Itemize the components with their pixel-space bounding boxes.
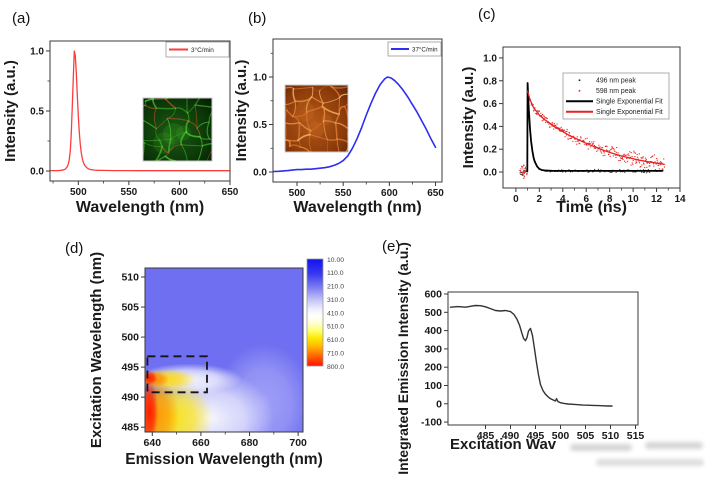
svg-text:0.4: 0.4	[483, 122, 497, 133]
svg-text:3°C/min: 3°C/min	[191, 46, 214, 54]
svg-text:200: 200	[424, 362, 442, 374]
svg-text:310.0: 310.0	[327, 297, 344, 304]
svg-text:14: 14	[674, 194, 686, 205]
panel-e-label: (e)	[382, 238, 401, 255]
svg-text:0.0: 0.0	[483, 168, 497, 179]
svg-text:300: 300	[424, 343, 442, 355]
svg-text:Intensity (a.u.): Intensity (a.u.)	[460, 67, 477, 169]
svg-text:500: 500	[424, 307, 442, 319]
svg-text:680: 680	[241, 437, 259, 449]
svg-text:510: 510	[121, 272, 139, 284]
svg-text:505: 505	[121, 302, 139, 314]
panel-c-label: (c)	[478, 6, 496, 23]
panel-e: (e) 485 490 495 500 505 510 515 -100 0 100 200 300 4…	[380, 218, 706, 487]
svg-text:610.0: 610.0	[327, 337, 344, 344]
svg-text:12: 12	[651, 194, 663, 205]
svg-text:495: 495	[527, 430, 545, 442]
emission-spectrum-chart-3c-min: 500 550 600 650 0.0 0.5 1.0 Wavelength (nm) Inte…	[2, 40, 239, 216]
svg-text:0.5: 0.5	[253, 120, 267, 131]
svg-text:650: 650	[427, 188, 444, 199]
svg-text:Single Exponential Fit: Single Exponential Fit	[596, 109, 663, 116]
svg-text:640: 640	[144, 437, 162, 449]
svg-text:2: 2	[537, 194, 543, 205]
svg-text:510: 510	[602, 430, 620, 442]
panel-a: (a) 500 550 600 650 0.0 0.5 1.0 Wavelength (nm)…	[0, 0, 242, 228]
svg-text:710.0: 710.0	[327, 350, 344, 357]
svg-text:0.2: 0.2	[483, 145, 497, 156]
svg-text:1.0: 1.0	[30, 46, 44, 57]
panel-b-label: (b)	[248, 10, 267, 27]
svg-text:650: 650	[222, 187, 239, 198]
svg-text:Single Exponential Fit: Single Exponential Fit	[596, 99, 663, 106]
svg-text:10.00: 10.00	[327, 257, 344, 264]
svg-text:500: 500	[70, 187, 87, 198]
svg-text:Excitation Wav: Excitation Wav	[450, 436, 557, 453]
watermark-smudge	[645, 442, 703, 449]
svg-text:0: 0	[513, 194, 519, 205]
svg-text:210.0: 210.0	[327, 284, 344, 291]
watermark-smudge	[570, 444, 632, 451]
svg-text:600: 600	[381, 188, 398, 199]
svg-text:496 nm peak: 496 nm peak	[596, 78, 636, 85]
svg-text:100: 100	[424, 380, 442, 392]
svg-text:410.0: 410.0	[327, 310, 344, 317]
svg-text:Intensity (a.u.): Intensity (a.u.)	[2, 60, 19, 162]
svg-text:505: 505	[577, 430, 595, 442]
svg-text:Wavelength (nm): Wavelength (nm)	[293, 199, 421, 216]
svg-text:0.8: 0.8	[483, 76, 497, 87]
svg-text:8: 8	[607, 194, 613, 205]
panel-c: (c) 0 2 4 6 8 10 12 14 0.0 0.2 0.4 0.6 0.8 1.0 Time (n…	[460, 0, 706, 228]
excitation-emission-heatmap: 10.00 110.0 210.0 310.0 410.0 510.0 610.0 710.0…	[88, 252, 344, 468]
svg-text:Integrated Emission Intensity: Integrated Emission Intensity (a.u.)	[395, 242, 411, 475]
svg-text:0.0: 0.0	[253, 168, 267, 179]
svg-text:800.0: 800.0	[327, 364, 344, 371]
svg-text:598 nm peak: 598 nm peak	[596, 88, 636, 95]
svg-text:1.0: 1.0	[253, 73, 267, 84]
fluorescence-decay-chart: 0 2 4 6 8 10 12 14 0.0 0.2 0.4 0.6 0.8 1.0 Time (ns) In…	[460, 46, 686, 216]
svg-text:0.5: 0.5	[30, 107, 44, 118]
svg-text:490: 490	[121, 392, 139, 404]
svg-text:6: 6	[583, 194, 589, 205]
panel-d: (d) 10.00 110.0 210.0 310.0 410.0 510.0 610.0 7…	[55, 235, 390, 487]
svg-text:485: 485	[121, 422, 139, 434]
svg-text:0.0: 0.0	[30, 167, 44, 178]
emission-spectrum-chart-37c-min: 500 550 600 650 0.0 0.5 1.0 Wavelength (nm) Inte…	[233, 38, 444, 216]
svg-text:1.0: 1.0	[483, 53, 497, 64]
svg-text:500: 500	[121, 332, 139, 344]
integrated-emission-intensity-chart: 485 490 495 500 505 510 515 -100 0 100 200 300 400 50…	[395, 242, 645, 475]
svg-text:110.0: 110.0	[327, 270, 344, 277]
watermark-smudge	[596, 459, 704, 466]
svg-text:550: 550	[335, 188, 352, 199]
svg-text:37°C/min: 37°C/min	[412, 46, 438, 53]
svg-text:485: 485	[477, 430, 495, 442]
svg-text:600: 600	[171, 187, 188, 198]
svg-text:490: 490	[502, 430, 520, 442]
svg-text:660: 660	[192, 437, 210, 449]
svg-text:Emission Wavelength (nm): Emission Wavelength (nm)	[125, 451, 323, 468]
svg-text:Wavelength (nm): Wavelength (nm)	[76, 199, 204, 216]
svg-text:515: 515	[627, 430, 645, 442]
svg-text:550: 550	[121, 187, 138, 198]
svg-text:510.0: 510.0	[327, 324, 344, 331]
svg-text:0.6: 0.6	[483, 99, 497, 110]
svg-text:700: 700	[289, 437, 307, 449]
panel-b: (b) 500 550 600 650 0.0 0.5 1.0 Wavelength (nm)…	[230, 0, 472, 228]
svg-text:-100: -100	[421, 417, 442, 429]
svg-text:400: 400	[424, 325, 442, 337]
panel-d-label: (d)	[65, 240, 84, 257]
svg-text:4: 4	[560, 194, 566, 205]
svg-text:500: 500	[552, 430, 570, 442]
svg-text:500: 500	[289, 188, 306, 199]
svg-text:495: 495	[121, 362, 139, 374]
svg-text:Intensity (a.u.): Intensity (a.u.)	[233, 60, 250, 162]
svg-text:0: 0	[436, 398, 442, 410]
panel-a-label: (a)	[12, 10, 31, 27]
svg-text:10: 10	[628, 194, 640, 205]
svg-text:Excitation Wavelength (nm): Excitation Wavelength (nm)	[88, 252, 105, 448]
svg-text:Time (ns): Time (ns)	[556, 199, 627, 216]
svg-text:600: 600	[424, 289, 442, 301]
